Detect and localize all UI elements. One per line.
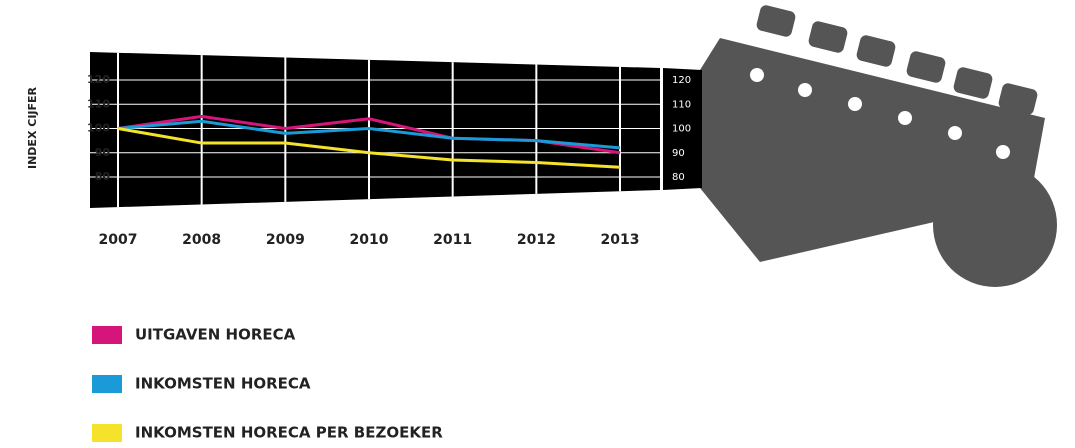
legend-label: INKOMSTEN HORECA xyxy=(135,375,311,393)
x-tick-label: 2011 xyxy=(433,232,472,248)
headstock xyxy=(663,5,1057,287)
y-tick-label-right: 80 xyxy=(672,172,685,183)
y-tick-label: 120 xyxy=(87,73,110,86)
y-tick-label: 80 xyxy=(95,170,111,183)
x-tick-label: 2012 xyxy=(517,232,556,248)
x-tick-label: 2013 xyxy=(601,232,640,248)
legend-swatch xyxy=(92,326,122,344)
y-tick-label: 100 xyxy=(87,122,110,135)
y-tick-label: 110 xyxy=(87,97,110,110)
legend-swatch xyxy=(92,375,122,393)
legend-label: UITGAVEN HORECA xyxy=(135,326,296,344)
y-tick-label-right: 100 xyxy=(672,124,691,135)
x-tick-label: 2007 xyxy=(99,232,138,248)
x-tick-label: 2010 xyxy=(350,232,389,248)
legend-label: INKOMSTEN HORECA PER BEZOEKER xyxy=(135,424,443,442)
series-line xyxy=(117,119,621,150)
legend-swatch xyxy=(92,424,122,442)
y-tick-label-right: 120 xyxy=(672,75,691,86)
series-line xyxy=(117,127,621,169)
x-tick-label: 2008 xyxy=(182,232,221,248)
y-tick-label-right: 110 xyxy=(672,99,691,110)
y-tick-label: 90 xyxy=(95,146,111,159)
x-tick-label: 2009 xyxy=(266,232,305,248)
y-tick-label-right: 90 xyxy=(672,148,685,159)
y-axis-label: INDEX CIJFER xyxy=(26,86,39,169)
